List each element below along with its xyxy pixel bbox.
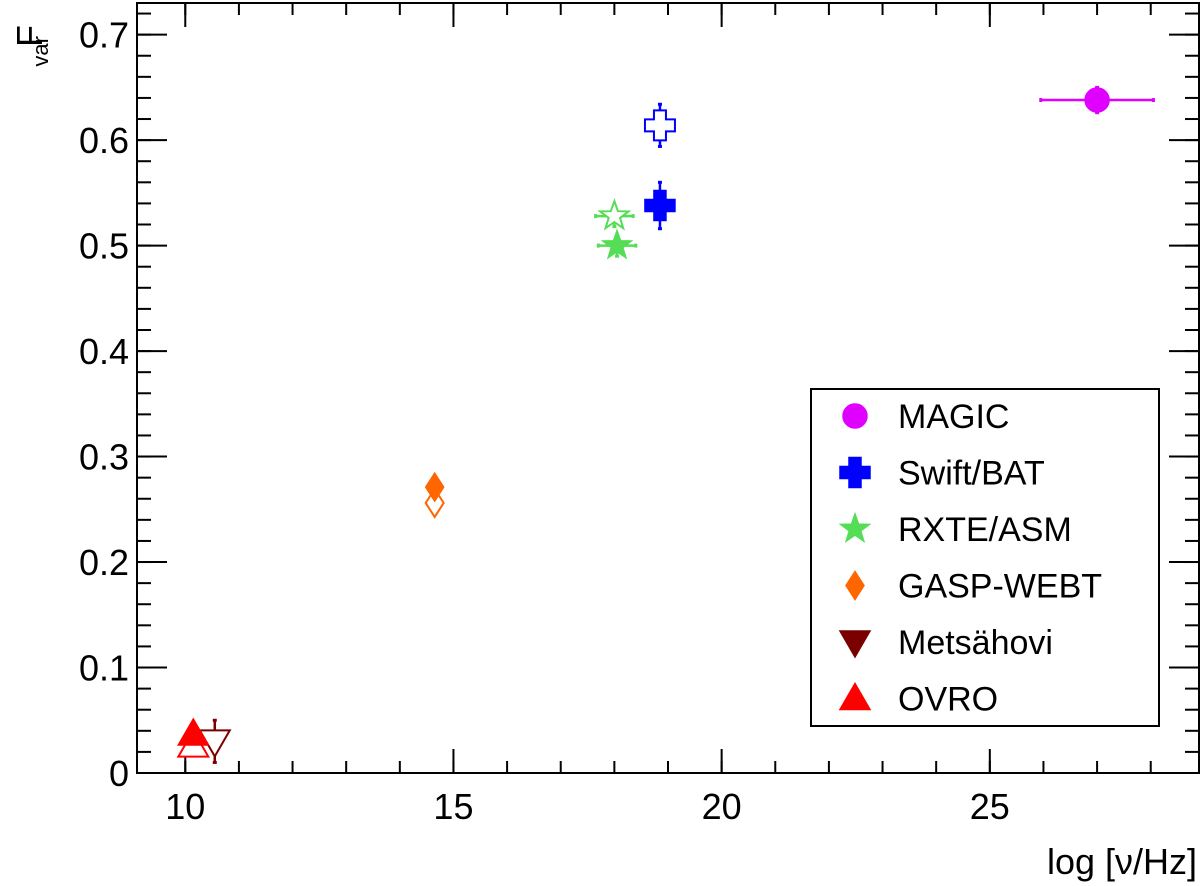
y-tick-label: 0.4: [79, 331, 129, 372]
data-point-open: [424, 487, 445, 519]
x-axis-title: log [ν/Hz]: [1047, 841, 1197, 882]
data-point: [424, 471, 445, 503]
data-point: [600, 228, 634, 260]
series-mets-hovi: [198, 718, 232, 764]
axis-ticks: 10 15 20 25 0 0.1 0.2 0.3 0.4 0.5 0.6 0.7: [79, 3, 1199, 827]
series-ovro: [176, 717, 211, 758]
x-tick-label: 25: [970, 786, 1010, 827]
legend-label-ovro: OVRO: [898, 681, 998, 719]
legend-box: [810, 388, 1160, 727]
legend-label-rxte-asm: RXTE/ASM: [898, 511, 1072, 549]
y-tick-label: 0.6: [79, 120, 129, 161]
y-axis-title: F var: [9, 25, 53, 67]
series-magic: [1039, 85, 1155, 115]
legend-entries: MAGIC Swift/BAT RXTE/ASM GASP-WEBT Metsähovi…: [838, 398, 1102, 719]
y-tick-label: 0: [109, 753, 129, 794]
series-swift-bat: [643, 102, 676, 231]
x-tick-label: 10: [165, 786, 205, 827]
legend-marker-magic: [842, 403, 868, 429]
legend: MAGIC Swift/BAT RXTE/ASM GASP-WEBT Metsähovi…: [810, 388, 1160, 727]
y-tick-label: 0.7: [79, 15, 129, 56]
data-point-open: [643, 109, 676, 142]
y-axis-title-main: F: [9, 25, 50, 47]
legend-marker-mets-hovi: [838, 630, 872, 659]
data-point: [1084, 87, 1110, 113]
data-series: [176, 85, 1155, 764]
x-tick-label: 15: [433, 786, 473, 827]
legend-marker-gasp-webt: [845, 570, 865, 601]
y-tick-label: 0.2: [79, 542, 129, 583]
legend-label-gasp-webt: GASP-WEBT: [898, 568, 1102, 606]
legend-label-swift-bat: Swift/BAT: [898, 455, 1045, 493]
legend-marker-swift-bat: [839, 456, 871, 489]
y-tick-label: 0.1: [79, 648, 129, 689]
series-gasp-webt: [424, 471, 445, 519]
y-tick-label: 0.5: [79, 226, 129, 267]
legend-marker-rxte-asm: [838, 511, 872, 543]
legend-marker-ovro: [838, 681, 872, 711]
data-point-open: [597, 198, 632, 231]
data-point: [644, 189, 676, 222]
data-point: [177, 717, 210, 746]
legend-label-mets-hovi: Metsähovi: [898, 624, 1053, 662]
x-tick-label: 20: [702, 786, 742, 827]
series-rxte-asm: [594, 198, 638, 260]
y-axis-title-subscript: var: [28, 36, 53, 67]
y-tick-label: 0.3: [79, 437, 129, 478]
legend-label-magic: MAGIC: [898, 398, 1009, 436]
